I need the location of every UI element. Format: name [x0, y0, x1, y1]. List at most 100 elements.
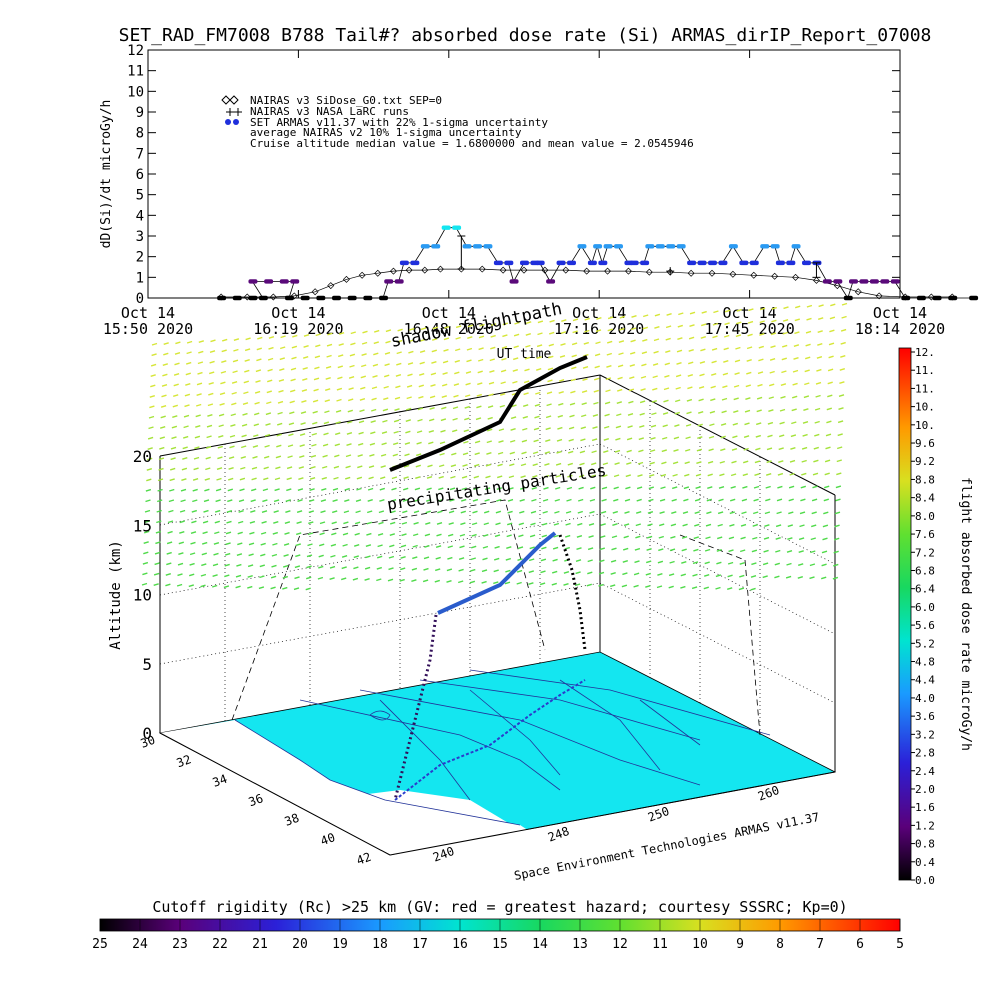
field-dash — [206, 424, 213, 428]
legend-dot-icon — [225, 119, 239, 125]
field-dash — [198, 350, 204, 354]
field-dash — [821, 550, 828, 554]
field-dash — [715, 586, 721, 590]
field-dash — [712, 335, 718, 339]
armas-point — [822, 279, 832, 284]
field-dash — [728, 549, 734, 553]
field-dash — [684, 461, 690, 465]
field-dash — [401, 533, 407, 537]
field-dash — [584, 329, 590, 333]
field-dash — [711, 360, 717, 364]
field-dash — [288, 433, 294, 437]
field-dash — [600, 523, 606, 526]
field-dash — [242, 412, 248, 416]
field-dash — [759, 320, 765, 324]
field-dash — [240, 456, 247, 459]
field-dash — [407, 373, 413, 377]
field-dash — [532, 463, 538, 467]
field-dash — [570, 390, 576, 394]
field-dash — [383, 374, 390, 378]
field-dash — [826, 420, 832, 424]
field-dash — [370, 408, 377, 412]
field-dash — [758, 358, 764, 362]
field-dash — [412, 533, 419, 537]
field-dash — [694, 523, 700, 527]
field-dash — [229, 434, 236, 438]
field-dash — [252, 445, 259, 448]
field-dash — [472, 498, 479, 502]
field-dash — [672, 461, 679, 465]
field-dash — [520, 463, 527, 467]
armas-point — [749, 260, 759, 266]
field-dash — [625, 486, 631, 490]
field-dash — [488, 381, 495, 385]
field-dash — [604, 401, 611, 405]
field-dash — [660, 486, 666, 490]
field-dash — [704, 561, 710, 565]
field-dash — [365, 555, 371, 559]
field-dash — [718, 498, 724, 502]
field-dash — [778, 460, 784, 463]
field-dash — [496, 487, 503, 490]
field-dash — [633, 572, 640, 576]
field-dash — [204, 477, 211, 481]
field-dash — [528, 582, 534, 585]
field-dash — [511, 404, 517, 408]
field-dash — [188, 573, 195, 577]
field-dash — [184, 404, 190, 408]
field-dash — [671, 511, 677, 514]
field-dash — [414, 499, 420, 502]
field-dash — [186, 351, 192, 355]
field-dash — [812, 485, 818, 489]
field-dash — [446, 580, 452, 583]
field-dash — [360, 375, 367, 379]
x-tick-label-date: Oct 14 — [271, 304, 325, 322]
field-dash — [415, 464, 422, 468]
field-dash — [547, 367, 554, 371]
field-dash — [346, 432, 353, 435]
field-dash — [490, 346, 496, 350]
field-dash — [477, 370, 483, 374]
field-dash — [487, 416, 493, 420]
field-dash — [546, 403, 552, 407]
field-dash — [313, 388, 319, 392]
chart-title: SET_RAD_FM7008 B788 Tail#? absorbed dose… — [119, 25, 932, 46]
field-dash — [726, 587, 733, 590]
armas-point — [587, 260, 597, 266]
field-dash — [383, 397, 389, 401]
field-dash — [571, 342, 578, 346]
field-dash — [464, 394, 471, 398]
field-dash — [631, 315, 637, 318]
field-dash — [833, 550, 839, 554]
field-dash — [457, 580, 464, 584]
field-dash — [401, 521, 408, 525]
y-tick-label: 11 — [127, 64, 144, 80]
field-dash — [429, 407, 435, 410]
field-dash — [533, 427, 540, 431]
field-dash — [579, 462, 585, 466]
field-dash — [200, 584, 206, 588]
field-dash — [446, 568, 453, 572]
rigidity-cb-tick-label: 24 — [132, 937, 148, 952]
field-dash — [371, 386, 378, 390]
nairas-point — [374, 269, 382, 277]
field-dash — [378, 510, 385, 514]
field-dash — [756, 409, 762, 413]
field-dash — [817, 317, 824, 320]
field-dash — [255, 380, 261, 383]
armas-point — [655, 244, 665, 249]
field-dash — [482, 545, 489, 549]
field-dash — [659, 498, 666, 502]
field-dash — [190, 541, 196, 545]
field-dash — [233, 338, 240, 341]
field-dash — [255, 369, 262, 373]
field-dash — [344, 499, 350, 502]
field-dash — [694, 498, 701, 502]
rigidity-cb-tick-label: 19 — [332, 937, 348, 952]
field-dash — [716, 536, 723, 540]
field-dash — [413, 521, 419, 525]
field-dash — [596, 317, 602, 320]
field-dash — [256, 347, 263, 351]
field-dash — [346, 443, 352, 446]
field-dash — [531, 486, 538, 490]
